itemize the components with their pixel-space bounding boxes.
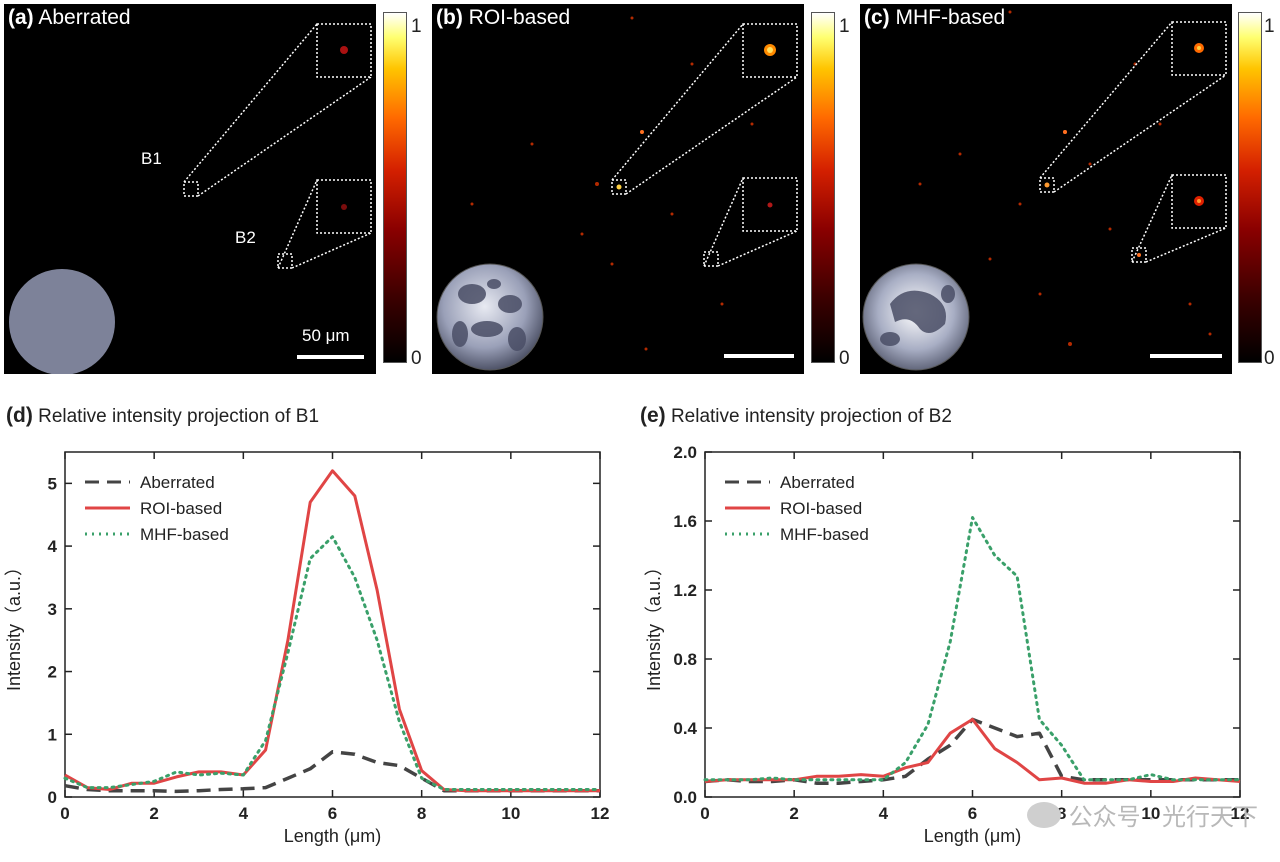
- y-tick-label: 3: [48, 600, 57, 619]
- image-panel-mhf: (c) MHF-based: [860, 4, 1232, 374]
- scale-bar-label: 50 μm: [302, 326, 350, 345]
- image-panel-roi: (b) ROI-based: [432, 4, 804, 374]
- colorbar-b-max: 1: [839, 16, 850, 37]
- panel-label-a: (a) Aberrated: [8, 6, 131, 29]
- y-tick-label: 1: [48, 725, 57, 744]
- colorbar-c-max: 1: [1264, 16, 1275, 37]
- legend-label: MHF-based: [140, 525, 229, 544]
- x-axis-label: Length (μm): [924, 826, 1021, 846]
- x-tick-label: 10: [501, 804, 520, 823]
- series-line-roibased: [704, 717, 1241, 785]
- roi-overlay: [436, 16, 798, 371]
- y-tick-label: 1.6: [673, 512, 697, 531]
- mhf-overlay: [862, 10, 1227, 371]
- panel-label-c: (c) MHF-based: [864, 6, 1006, 29]
- y-tick-label: 0.4: [673, 719, 697, 738]
- chart-e-title: (e) Relative intensity projection of B2: [640, 404, 952, 427]
- y-tick-label: 0.8: [673, 650, 697, 669]
- colorbar-a-min: 0: [411, 348, 422, 369]
- image-panel-aberrated: (a) Aberrated B1 B2 50 μm: [4, 4, 376, 374]
- wechat-icon: [1026, 801, 1061, 828]
- x-tick-label: 0: [700, 804, 709, 823]
- chart-d-title: (d) Relative intensity projection of B1: [6, 404, 320, 427]
- watermark: 公众号 · 光行天下: [1026, 797, 1258, 832]
- x-tick-label: 8: [417, 804, 426, 823]
- y-tick-label: 5: [48, 474, 57, 493]
- scale-bar-b: [724, 354, 794, 358]
- colorbar-c-min: 0: [1264, 348, 1275, 369]
- series-line-mhfbased: [703, 516, 1242, 782]
- y-axis-label: Intensity（a.u.）: [644, 558, 664, 691]
- panel-label-b: (b) ROI-based: [436, 6, 571, 29]
- series-line-aberrated: [704, 717, 1240, 785]
- marker-b2-label: B2: [235, 228, 256, 247]
- y-tick-label: 2.0: [673, 443, 697, 462]
- x-tick-label: 6: [328, 804, 337, 823]
- x-tick-label: 6: [968, 804, 977, 823]
- series-line-mhfbased: [63, 535, 602, 791]
- colorbar-b-min: 0: [839, 348, 850, 369]
- pupil-phase-roi: [436, 263, 544, 371]
- x-tick-label: 12: [591, 804, 610, 823]
- y-tick-label: 0.0: [673, 788, 697, 807]
- x-tick-label: 2: [149, 804, 158, 823]
- roi-box-b1: [183, 181, 199, 197]
- scale-bar-c: [1150, 354, 1222, 358]
- aberrated-overlay: [9, 23, 372, 374]
- legend-label: ROI-based: [140, 499, 222, 518]
- x-tick-label: 0: [60, 804, 69, 823]
- scale-bar: [297, 355, 364, 359]
- y-tick-label: 0: [48, 788, 57, 807]
- y-axis-label: Intensity（a.u.）: [4, 558, 24, 691]
- marker-b1-label: B1: [141, 149, 162, 168]
- x-tick-label: 10: [1141, 804, 1160, 823]
- y-tick-label: 1.2: [673, 581, 697, 600]
- y-tick-label: 4: [48, 537, 58, 556]
- x-axis-label: Length (μm): [284, 826, 381, 846]
- colorbar-a: [383, 12, 407, 363]
- x-tick-label: 8: [1057, 804, 1066, 823]
- roi-box-b2: [277, 253, 293, 269]
- series-line-aberrated: [64, 750, 600, 794]
- pupil-phase-mhf: [862, 263, 970, 371]
- legend-label: MHF-based: [780, 525, 869, 544]
- chart-e: 0 2 4 6 8 10 12 0.0 0.4 0.8 1.2 1.6 2.0 Length (μm) In…: [644, 443, 1250, 846]
- x-tick-label: 4: [239, 804, 249, 823]
- x-tick-label: 4: [879, 804, 889, 823]
- x-tick-label: 2: [789, 804, 798, 823]
- legend-label: Aberrated: [140, 473, 215, 492]
- colorbar-c: [1238, 12, 1262, 363]
- colorbar-b: [811, 12, 835, 363]
- series-line-roibased: [64, 469, 600, 793]
- legend-label: Aberrated: [780, 473, 855, 492]
- colorbar-a-max: 1: [411, 16, 422, 37]
- pupil-phase-flat: [9, 269, 115, 374]
- legend-label: ROI-based: [780, 499, 862, 518]
- x-tick-label: 12: [1231, 804, 1250, 823]
- y-tick-label: 2: [48, 663, 57, 682]
